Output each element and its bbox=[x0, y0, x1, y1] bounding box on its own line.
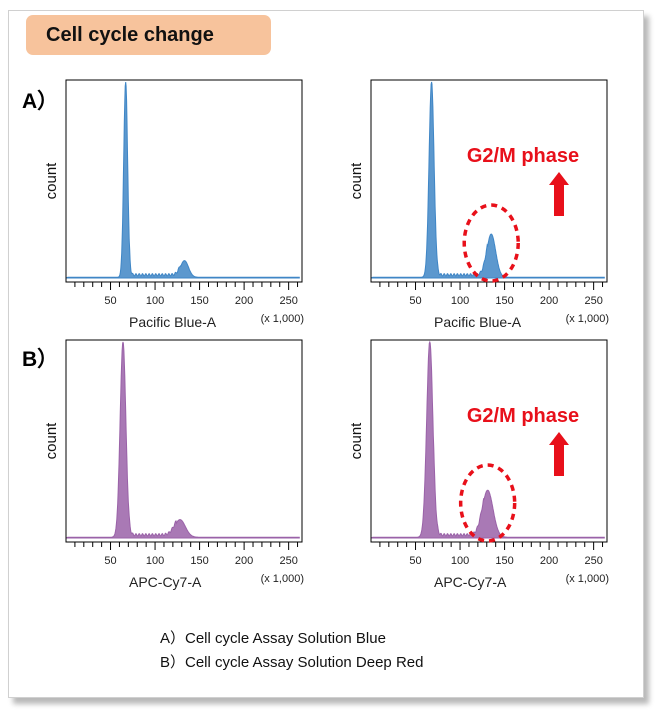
g2m-phase-label: G2/M phase bbox=[467, 145, 579, 167]
x-unit-label: (x 1,000) bbox=[566, 573, 609, 585]
x-tick-label: 200 bbox=[235, 295, 253, 307]
y-axis-label: count bbox=[348, 422, 365, 460]
plot-frame-3 bbox=[65, 339, 303, 543]
x-unit-label: (x 1,000) bbox=[566, 313, 609, 325]
x-tick-label: 150 bbox=[495, 295, 513, 307]
x-tick-label: 250 bbox=[279, 555, 297, 567]
figure-title: Cell cycle change bbox=[26, 15, 271, 55]
x-tick-label: 200 bbox=[540, 555, 558, 567]
x-tick-label: 100 bbox=[451, 555, 469, 567]
histogram-1 bbox=[65, 81, 300, 279]
histogram-4 bbox=[370, 340, 605, 539]
g2m-highlight-ellipse bbox=[462, 203, 520, 283]
x-tick-label: 100 bbox=[146, 295, 164, 307]
plot-frame-1 bbox=[65, 79, 303, 283]
g2m-highlight-ellipse bbox=[458, 463, 517, 543]
x-tick-label: 200 bbox=[235, 555, 253, 567]
x-tick-label: 200 bbox=[540, 295, 558, 307]
g2m-phase-label: G2/M phase bbox=[467, 405, 579, 427]
histogram-3 bbox=[65, 341, 300, 539]
y-axis-label: count bbox=[348, 162, 365, 200]
x-tick-label: 150 bbox=[190, 555, 208, 567]
x-tick-label: 250 bbox=[584, 295, 602, 307]
panel-label-a: A） bbox=[22, 90, 59, 113]
caption-b: B）Cell cycle Assay Solution Deep Red bbox=[160, 654, 424, 671]
x-tick-label: 50 bbox=[104, 295, 116, 307]
x-tick-label: 50 bbox=[409, 295, 421, 307]
panel-label-b: B） bbox=[22, 348, 59, 371]
y-axis-label: count bbox=[43, 422, 60, 460]
x-tick-label: 250 bbox=[279, 295, 297, 307]
x-axis-label: Pacific Blue-A bbox=[129, 314, 217, 330]
x-tick-label: 100 bbox=[451, 295, 469, 307]
figure-frame: Cell cycle change bbox=[8, 10, 644, 698]
histogram-2 bbox=[370, 81, 605, 279]
x-unit-label: (x 1,000) bbox=[261, 573, 304, 585]
x-axis-label: Pacific Blue-A bbox=[434, 314, 522, 330]
x-unit-label: (x 1,000) bbox=[261, 313, 304, 325]
caption-a: A）Cell cycle Assay Solution Blue bbox=[160, 630, 386, 647]
x-axis-label: APC-Cy7-A bbox=[434, 574, 507, 590]
x-tick-label: 150 bbox=[495, 555, 513, 567]
x-tick-label: 150 bbox=[190, 295, 208, 307]
x-axis-label: APC-Cy7-A bbox=[129, 574, 202, 590]
up-arrow-icon bbox=[549, 432, 569, 476]
x-tick-label: 100 bbox=[146, 555, 164, 567]
y-axis-label: count bbox=[43, 162, 60, 200]
plot-frame-2 bbox=[370, 79, 608, 283]
x-tick-label: 50 bbox=[104, 555, 116, 567]
x-tick-label: 250 bbox=[584, 555, 602, 567]
x-tick-label: 50 bbox=[409, 555, 421, 567]
up-arrow-icon bbox=[549, 172, 569, 216]
